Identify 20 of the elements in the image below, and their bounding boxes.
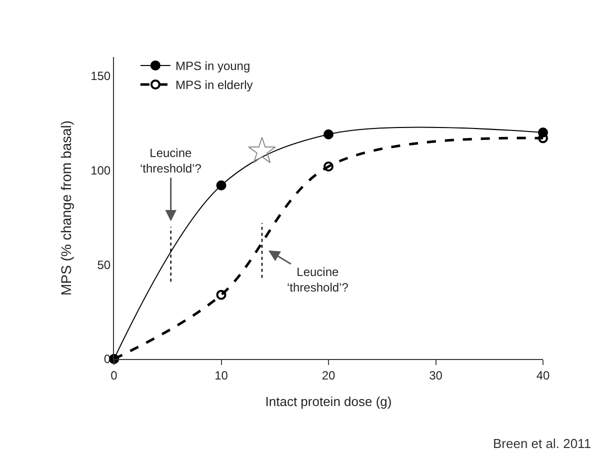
x-tick-label: 30 [429,368,443,382]
point [216,180,226,190]
annotation: Leucine ‘threshold’? [287,265,349,295]
annotation: Leucine ‘threshold’? [140,146,202,176]
x-tick-label: 40 [536,368,550,382]
legend-label: MPS in elderly [175,78,253,92]
x-tick-label: 10 [214,368,228,382]
x-axis-title: Intact protein dose (g) [265,394,392,409]
point [248,136,276,164]
point [324,161,334,172]
y-tick-label: 100 [90,163,111,178]
text: Breen et al. 2011 [493,436,592,449]
point [216,290,226,300]
point [324,129,334,140]
y-tick-label: 50 [97,258,111,272]
y-tick-label: 0 [104,352,111,366]
y-tick-label: 150 [90,69,111,84]
legend-label: MPS in young [175,59,250,74]
y-axis-title: MPS (% change from basal) [58,120,74,296]
x-tick-label: 20 [322,368,336,382]
